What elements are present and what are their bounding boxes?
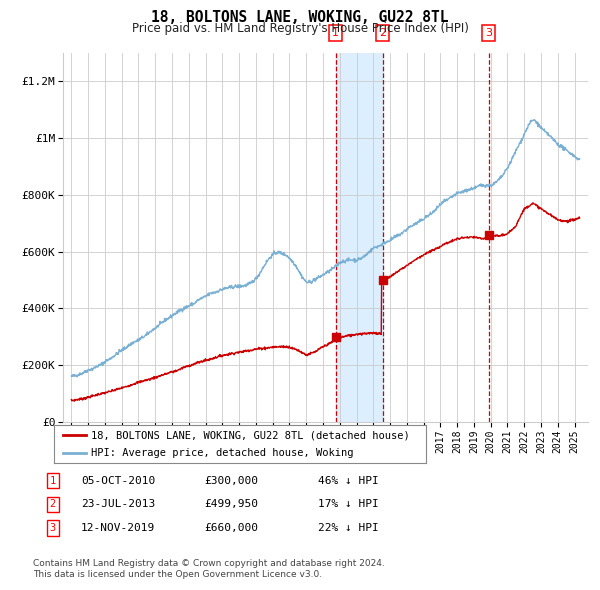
Text: 3: 3 bbox=[485, 28, 492, 38]
Text: 2: 2 bbox=[50, 500, 56, 509]
Text: 2: 2 bbox=[379, 28, 386, 38]
Text: 18, BOLTONS LANE, WOKING, GU22 8TL (detached house): 18, BOLTONS LANE, WOKING, GU22 8TL (deta… bbox=[91, 430, 410, 440]
Text: HPI: Average price, detached house, Woking: HPI: Average price, detached house, Woki… bbox=[91, 448, 354, 458]
Text: 23-JUL-2013: 23-JUL-2013 bbox=[81, 500, 155, 509]
Text: £660,000: £660,000 bbox=[204, 523, 258, 533]
Bar bbox=[336, 53, 383, 422]
Text: 46% ↓ HPI: 46% ↓ HPI bbox=[318, 476, 379, 486]
Text: Price paid vs. HM Land Registry's House Price Index (HPI): Price paid vs. HM Land Registry's House … bbox=[131, 22, 469, 35]
Text: 05-OCT-2010: 05-OCT-2010 bbox=[81, 476, 155, 486]
Text: This data is licensed under the Open Government Licence v3.0.: This data is licensed under the Open Gov… bbox=[33, 570, 322, 579]
Text: £300,000: £300,000 bbox=[204, 476, 258, 486]
Text: Contains HM Land Registry data © Crown copyright and database right 2024.: Contains HM Land Registry data © Crown c… bbox=[33, 559, 385, 568]
Text: 3: 3 bbox=[50, 523, 56, 533]
Text: 1: 1 bbox=[332, 28, 339, 38]
Text: 12-NOV-2019: 12-NOV-2019 bbox=[81, 523, 155, 533]
Text: £499,950: £499,950 bbox=[204, 500, 258, 509]
Text: 22% ↓ HPI: 22% ↓ HPI bbox=[318, 523, 379, 533]
Text: 1: 1 bbox=[50, 476, 56, 486]
Text: 18, BOLTONS LANE, WOKING, GU22 8TL: 18, BOLTONS LANE, WOKING, GU22 8TL bbox=[151, 10, 449, 25]
Text: 17% ↓ HPI: 17% ↓ HPI bbox=[318, 500, 379, 509]
